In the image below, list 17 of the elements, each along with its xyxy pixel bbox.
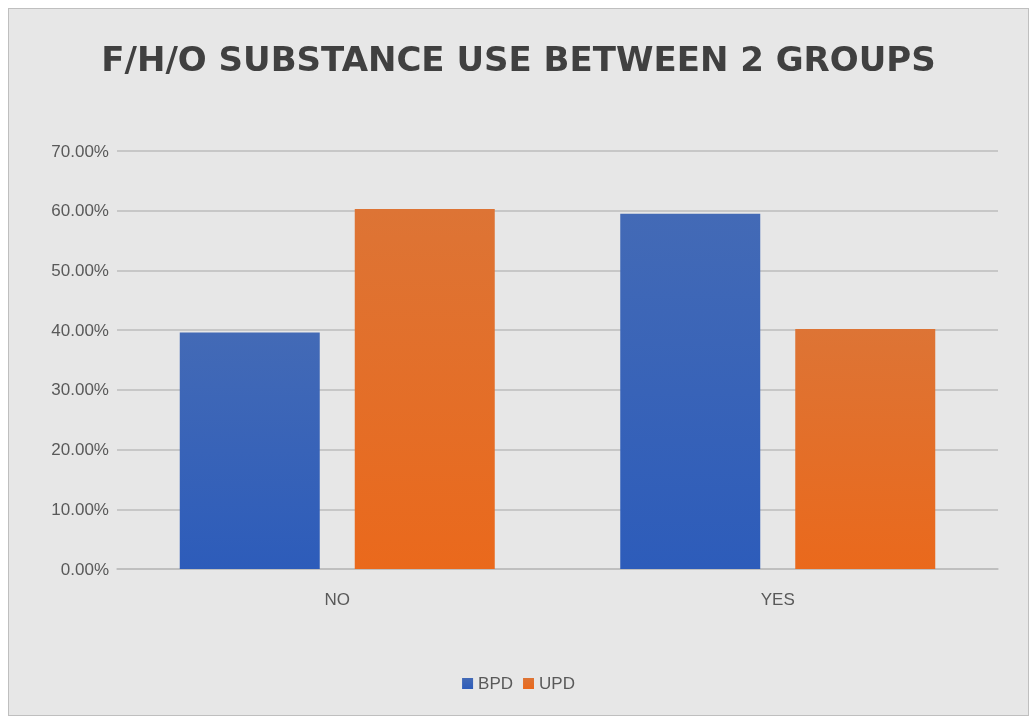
- y-tick-label: 20.00%: [51, 440, 109, 460]
- y-tick-label: 60.00%: [51, 201, 109, 221]
- bar: [179, 332, 320, 569]
- legend-label: UPD: [539, 674, 575, 693]
- bar: [354, 208, 495, 569]
- legend-label: BPD: [478, 674, 514, 693]
- x-tick-label: NO: [324, 590, 350, 609]
- y-tick-label: 40.00%: [51, 320, 109, 340]
- y-tick-label: 50.00%: [51, 260, 109, 280]
- y-tick-label: 30.00%: [51, 380, 109, 400]
- x-tick-label: YES: [760, 590, 795, 609]
- y-tick-label: 10.00%: [51, 499, 109, 519]
- y-tick-label: 0.00%: [60, 559, 109, 579]
- chart-title: F/H/O SUBSTANCE USE BETWEEN 2 GROUPS: [101, 39, 936, 79]
- y-tick-label: 70.00%: [51, 141, 109, 161]
- bar: [620, 213, 761, 569]
- bar: [795, 328, 936, 569]
